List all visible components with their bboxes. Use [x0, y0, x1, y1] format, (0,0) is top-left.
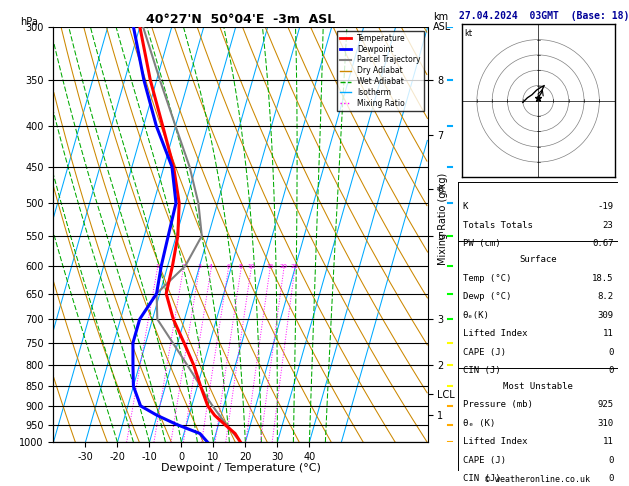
Text: 20: 20	[280, 264, 288, 269]
Text: 309: 309	[598, 311, 613, 320]
Text: hPa: hPa	[19, 17, 38, 27]
Text: 2: 2	[181, 264, 186, 269]
Text: 23: 23	[603, 221, 613, 230]
Text: -19: -19	[598, 202, 613, 211]
X-axis label: Dewpoint / Temperature (°C): Dewpoint / Temperature (°C)	[160, 463, 321, 473]
Text: 3: 3	[198, 264, 201, 269]
Text: K: K	[463, 202, 468, 211]
Text: Totals Totals: Totals Totals	[463, 221, 533, 230]
Text: CIN (J): CIN (J)	[463, 474, 500, 484]
Title: 40°27'N  50°04'E  -3m  ASL: 40°27'N 50°04'E -3m ASL	[146, 13, 335, 26]
Text: 0: 0	[608, 474, 613, 484]
Text: 11: 11	[603, 437, 613, 447]
Text: 4: 4	[209, 264, 213, 269]
Text: Mixing Ratio (g/kg): Mixing Ratio (g/kg)	[438, 173, 448, 265]
Text: 925: 925	[598, 400, 613, 410]
Text: Pressure (mb): Pressure (mb)	[463, 400, 533, 410]
Text: 0: 0	[608, 456, 613, 465]
Text: Most Unstable: Most Unstable	[503, 382, 573, 391]
Text: km: km	[433, 12, 448, 22]
Text: CAPE (J): CAPE (J)	[463, 456, 506, 465]
Text: θₑ(K): θₑ(K)	[463, 311, 489, 320]
Text: CIN (J): CIN (J)	[463, 366, 500, 375]
Text: 18.5: 18.5	[592, 274, 613, 282]
Text: 0.67: 0.67	[592, 239, 613, 248]
Text: 1: 1	[155, 264, 159, 269]
Text: Temp (°C): Temp (°C)	[463, 274, 511, 282]
Text: Dewp (°C): Dewp (°C)	[463, 292, 511, 301]
Text: PW (cm): PW (cm)	[463, 239, 500, 248]
Text: kt: kt	[465, 29, 473, 38]
Text: 0: 0	[608, 347, 613, 357]
Text: 25: 25	[291, 264, 299, 269]
Text: 10: 10	[247, 264, 255, 269]
Text: ASL: ASL	[433, 21, 451, 32]
Text: CAPE (J): CAPE (J)	[463, 347, 506, 357]
Text: © weatheronline.co.uk: © weatheronline.co.uk	[486, 474, 590, 484]
Text: 27.04.2024  03GMT  (Base: 18): 27.04.2024 03GMT (Base: 18)	[459, 11, 629, 21]
Text: 11: 11	[603, 329, 613, 338]
Text: Lifted Index: Lifted Index	[463, 437, 527, 447]
Legend: Temperature, Dewpoint, Parcel Trajectory, Dry Adiabat, Wet Adiabat, Isotherm, Mi: Temperature, Dewpoint, Parcel Trajectory…	[337, 31, 424, 111]
Text: 15: 15	[266, 264, 274, 269]
Text: 8.2: 8.2	[598, 292, 613, 301]
Text: 6: 6	[226, 264, 230, 269]
Text: 0: 0	[608, 366, 613, 375]
Text: θₑ (K): θₑ (K)	[463, 419, 495, 428]
Text: Surface: Surface	[520, 255, 557, 264]
Text: 8: 8	[239, 264, 243, 269]
Text: Lifted Index: Lifted Index	[463, 329, 527, 338]
Text: 310: 310	[598, 419, 613, 428]
